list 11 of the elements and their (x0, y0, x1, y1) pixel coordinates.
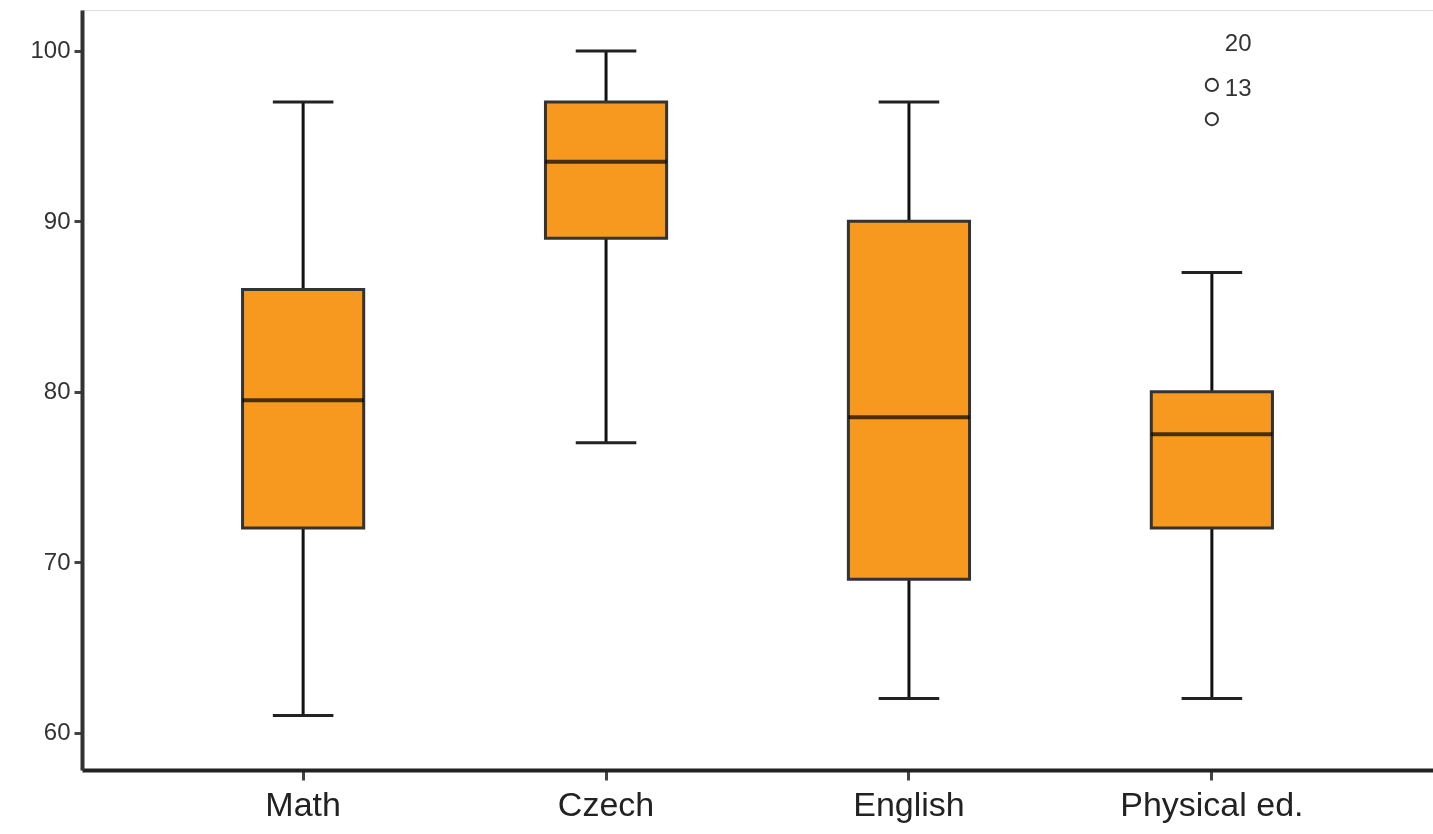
x-tick-label: Czech (557, 784, 655, 823)
x-tick-label: Math (265, 784, 341, 823)
annotation: 20 (1224, 29, 1252, 56)
annotation: 13 (1224, 74, 1252, 101)
y-tick-label: 100 (30, 36, 71, 64)
x-tick-label: Physical ed. (1120, 784, 1304, 823)
y-tick-label: 70 (43, 547, 71, 575)
y-tick-label: 60 (43, 718, 71, 746)
x-tick-label: English (853, 784, 965, 823)
y-tick-label: 80 (43, 377, 71, 405)
y-tick-label: 90 (43, 206, 71, 234)
